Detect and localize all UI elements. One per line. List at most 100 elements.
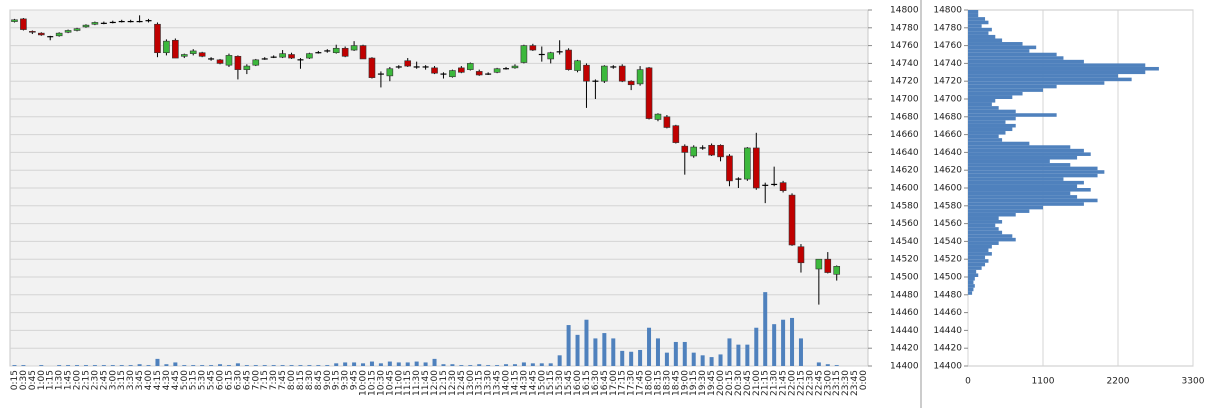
profile-bar [968, 212, 1016, 217]
y-tick-label: 14720 [890, 77, 919, 87]
profile-bar [968, 123, 1016, 128]
volume-bar [459, 365, 464, 366]
x-tick-label: 5:30 [198, 370, 208, 390]
volume-bar [727, 338, 732, 366]
candle-body [306, 53, 313, 59]
x-tick-label: 15:15 [546, 370, 556, 396]
x-tick-label: 20:00 [716, 370, 726, 396]
volume-bar [352, 362, 357, 366]
volume-bar [611, 338, 616, 366]
x-tick-label: 13:15 [475, 370, 485, 396]
profile-bar [968, 277, 975, 281]
candle-body [752, 147, 760, 189]
volume-bar [12, 365, 17, 366]
x-tick-label: 6:00 [216, 370, 226, 390]
x-tick-label: 6:30 [233, 370, 243, 390]
volume-bar [673, 341, 678, 366]
volume-bar [423, 362, 428, 366]
x-tick-label: 10:15 [367, 370, 377, 396]
profile-bar [968, 170, 1105, 174]
y-tick-label: 14680 [933, 112, 962, 122]
volume-bar [709, 357, 714, 366]
candle-body [708, 144, 715, 156]
volume-bar [655, 338, 660, 366]
profile-bar [968, 34, 996, 39]
candle-body [601, 65, 608, 82]
profile-bar [968, 202, 1084, 206]
volume-bar [521, 362, 526, 366]
x-tick-label: 3300 [1182, 377, 1205, 387]
y-tick-label: 14520 [933, 255, 962, 265]
profile-bar [968, 84, 1057, 89]
profile-bar [968, 269, 977, 274]
profile-bar [968, 99, 996, 103]
candle-body [574, 60, 581, 71]
volume-bar [128, 365, 133, 366]
profile-bar [968, 38, 1003, 43]
volume-bar [262, 365, 267, 366]
volume-bar [200, 365, 205, 366]
profile-bar [968, 91, 1023, 96]
y-tick-label: 14620 [933, 166, 962, 176]
x-tick-label: 2:00 [73, 370, 83, 390]
candle-body [91, 22, 99, 25]
x-tick-label: 21:00 [752, 370, 762, 396]
volume-bar [369, 361, 374, 366]
x-tick-label: 9:30 [341, 370, 351, 390]
x-tick-label: 0:45 [28, 370, 38, 390]
x-tick-label: 3:00 [108, 370, 118, 390]
x-tick-label: 18:15 [653, 370, 663, 396]
volume-bar [92, 365, 97, 366]
volume-bar [512, 364, 517, 366]
x-tick-label: 4:30 [162, 370, 172, 390]
candle-body [636, 69, 644, 85]
y-tick-label: 14420 [933, 344, 962, 354]
x-tick-label: 10:30 [376, 370, 386, 396]
candle-body [243, 65, 251, 70]
volume-bar [137, 364, 142, 366]
profile-bar [968, 159, 1050, 164]
y-tick-label: 14660 [933, 130, 962, 140]
candle-body [20, 18, 27, 30]
x-tick-label: 11:30 [412, 370, 422, 396]
volume-bar [664, 352, 669, 366]
x-tick-label: 10:00 [359, 370, 369, 396]
candle-body [431, 67, 438, 74]
volume-bar [39, 365, 44, 366]
volume-bar [235, 363, 240, 366]
candle-body [726, 155, 733, 182]
x-tick-label: 1:30 [55, 370, 65, 390]
profile-bar [968, 113, 1057, 117]
candle-body [833, 266, 841, 275]
y-tick-label: 14680 [890, 112, 919, 122]
y-tick-label: 14740 [890, 59, 919, 69]
volume-bar [718, 354, 723, 366]
candle-body [466, 63, 474, 70]
x-tick-label: 5:00 [180, 370, 190, 390]
x-tick-label: 11:15 [403, 370, 413, 396]
candle-body [82, 24, 90, 28]
profile-bar [968, 205, 1043, 210]
x-tick-label: 15:45 [564, 370, 574, 396]
y-tick-label: 14640 [890, 148, 919, 158]
profile-bar [968, 216, 999, 221]
x-tick-label: 14:45 [528, 370, 538, 396]
x-tick-label: 1100 [1032, 377, 1055, 387]
x-tick-label: 5:15 [189, 370, 199, 390]
volume-bar [361, 363, 366, 366]
volume-bar [271, 365, 276, 366]
candle-body [744, 147, 751, 180]
x-tick-label: 12:00 [430, 370, 440, 396]
x-tick-label: 12:45 [457, 370, 467, 396]
volume-bar [593, 338, 598, 366]
volume-bar [504, 364, 509, 366]
candle-body [225, 55, 233, 66]
volume-bar [647, 327, 652, 366]
profile-bar [968, 173, 1098, 178]
y-tick-label: 14660 [890, 130, 919, 140]
volume-bar [57, 365, 62, 366]
volume-bar [173, 362, 178, 366]
x-tick-label: 0:00 [859, 370, 869, 390]
profile-bar [968, 180, 1084, 185]
